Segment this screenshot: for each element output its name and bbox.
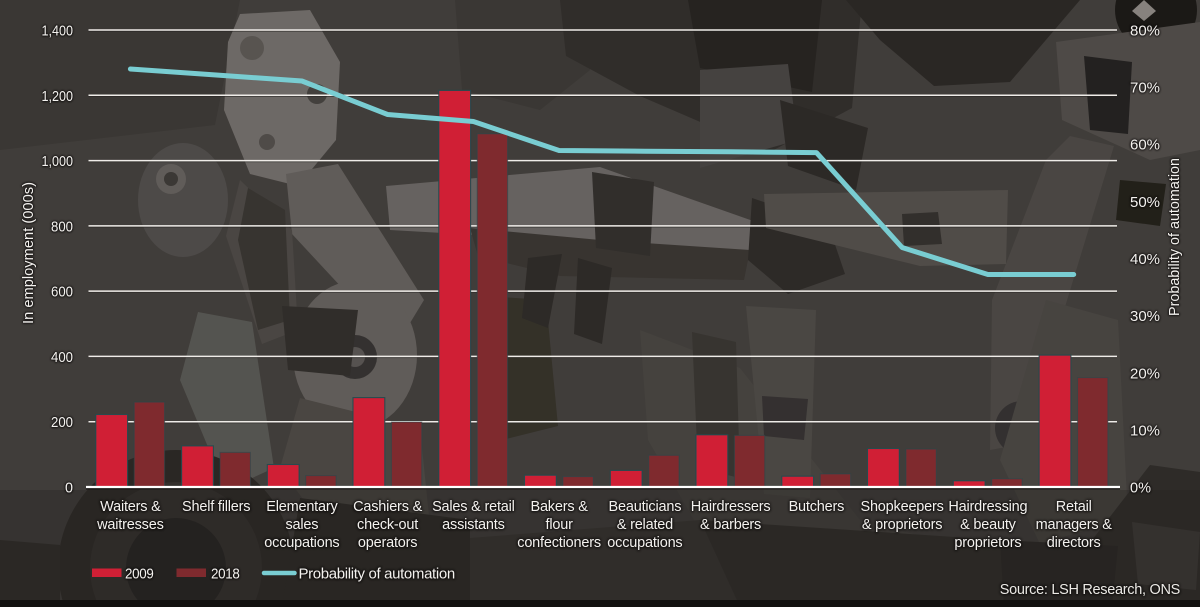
svg-text:sales: sales xyxy=(285,517,318,533)
svg-text:Retail: Retail xyxy=(1056,499,1092,515)
svg-text:& beauty: & beauty xyxy=(960,517,1017,533)
svg-text:50%: 50% xyxy=(1130,194,1160,211)
svg-text:directors: directors xyxy=(1047,535,1101,551)
svg-text:Hairdressers: Hairdressers xyxy=(691,499,771,515)
svg-text:Beauticians: Beauticians xyxy=(609,499,682,515)
svg-text:& related: & related xyxy=(617,517,673,533)
svg-text:Sales & retail: Sales & retail xyxy=(432,499,515,515)
svg-text:Hairdressing: Hairdressing xyxy=(948,499,1027,515)
svg-text:200: 200 xyxy=(51,414,73,431)
svg-text:2009: 2009 xyxy=(125,566,154,583)
svg-text:Butchers: Butchers xyxy=(789,499,845,515)
svg-text:waitresses: waitresses xyxy=(96,517,164,533)
svg-text:Shelf fillers: Shelf fillers xyxy=(182,499,250,515)
svg-text:1,200: 1,200 xyxy=(42,88,74,105)
svg-text:20%: 20% xyxy=(1130,365,1160,382)
svg-text:30%: 30% xyxy=(1130,308,1160,325)
svg-text:assistants: assistants xyxy=(442,517,504,533)
svg-text:managers &: managers & xyxy=(1036,517,1113,533)
svg-text:proprietors: proprietors xyxy=(954,535,1021,551)
svg-text:600: 600 xyxy=(51,284,73,301)
svg-text:800: 800 xyxy=(51,218,73,235)
svg-text:Elementary: Elementary xyxy=(266,499,338,515)
svg-text:Probability of automation: Probability of automation xyxy=(1166,158,1183,316)
svg-text:0%: 0% xyxy=(1130,480,1151,497)
svg-text:2018: 2018 xyxy=(211,566,240,583)
svg-text:1,400: 1,400 xyxy=(42,23,74,40)
svg-text:occupations: occupations xyxy=(607,535,682,551)
svg-text:flour: flour xyxy=(545,517,573,533)
svg-text:Bakers &: Bakers & xyxy=(530,499,588,515)
svg-text:& barbers: & barbers xyxy=(700,517,761,533)
svg-text:40%: 40% xyxy=(1130,251,1160,268)
svg-text:confectioners: confectioners xyxy=(517,535,601,551)
svg-text:10%: 10% xyxy=(1130,422,1160,439)
svg-text:400: 400 xyxy=(51,349,73,366)
svg-text:operators: operators xyxy=(358,535,417,551)
svg-text:Source: LSH Research, ONS: Source: LSH Research, ONS xyxy=(1000,582,1180,598)
svg-text:& proprietors: & proprietors xyxy=(862,517,942,533)
svg-text:70%: 70% xyxy=(1130,80,1160,97)
svg-text:In employment (000s): In employment (000s) xyxy=(20,182,37,324)
svg-text:80%: 80% xyxy=(1130,23,1160,40)
svg-text:occupations: occupations xyxy=(264,535,339,551)
svg-text:Waiters &: Waiters & xyxy=(100,499,161,515)
svg-text:1,000: 1,000 xyxy=(42,153,74,170)
svg-text:0: 0 xyxy=(65,480,73,497)
svg-text:Probability of automation: Probability of automation xyxy=(299,566,455,583)
svg-text:check-out: check-out xyxy=(357,517,418,533)
svg-text:60%: 60% xyxy=(1130,137,1160,154)
svg-text:Cashiers &: Cashiers & xyxy=(353,499,422,515)
svg-text:Shopkeepers: Shopkeepers xyxy=(860,499,943,515)
